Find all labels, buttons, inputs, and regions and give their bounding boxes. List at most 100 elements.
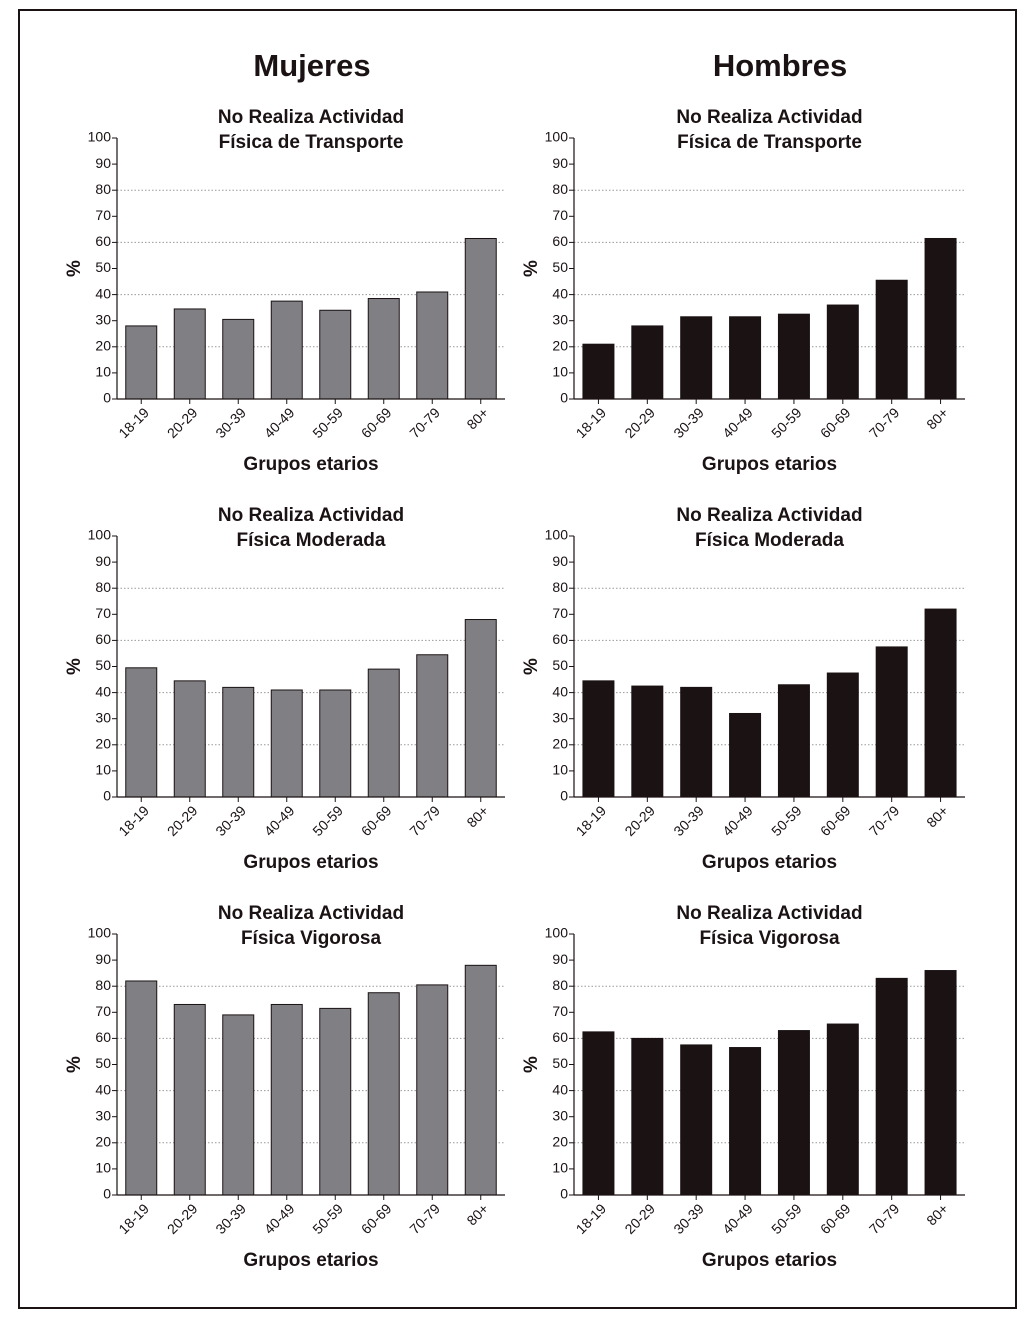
x-tick-label: 80+ xyxy=(923,1200,951,1228)
x-tick-label: 80+ xyxy=(923,802,951,830)
y-tick-label: 70 xyxy=(552,207,568,223)
bar xyxy=(924,970,957,1196)
y-tick-label: 80 xyxy=(552,181,568,197)
y-tick-label: 10 xyxy=(552,364,568,380)
bar xyxy=(729,316,762,400)
x-tick-label: 70-79 xyxy=(866,404,903,441)
y-tick-label: 20 xyxy=(95,338,111,354)
x-tick-label: 70-79 xyxy=(406,404,443,441)
bar xyxy=(777,313,810,400)
x-tick-label: 30-39 xyxy=(670,802,707,839)
bar xyxy=(924,237,957,400)
y-axis-label: % xyxy=(521,1056,542,1073)
bar xyxy=(222,1014,255,1196)
bar xyxy=(826,304,859,400)
chart-title: No Realiza Actividad xyxy=(218,505,404,526)
x-tick-label: 50-59 xyxy=(309,1200,346,1237)
bar xyxy=(464,964,497,1196)
x-tick-label: 70-79 xyxy=(866,802,903,839)
bar xyxy=(680,686,713,798)
bar xyxy=(222,686,255,798)
x-tick-label: 20-29 xyxy=(164,1200,201,1237)
x-tick-label: 50-59 xyxy=(768,1200,805,1237)
y-tick-label: 50 xyxy=(552,1055,568,1071)
x-tick-label: 60-69 xyxy=(358,404,395,441)
chart-title: Física Vigorosa xyxy=(699,928,840,949)
y-tick-label: 20 xyxy=(95,736,111,752)
bar xyxy=(319,689,352,798)
y-tick-label: 50 xyxy=(95,259,111,275)
y-tick-label: 60 xyxy=(552,631,568,647)
y-tick-label: 100 xyxy=(545,527,569,543)
bar xyxy=(464,237,497,400)
x-tick-label: 30-39 xyxy=(670,404,707,441)
y-tick-label: 40 xyxy=(552,1081,568,1097)
x-tick-label: 70-79 xyxy=(866,1200,903,1237)
chart-title: Física Moderada xyxy=(695,530,844,551)
bar xyxy=(173,680,206,798)
x-axis-label: Grupos etarios xyxy=(702,454,837,475)
y-tick-label: 30 xyxy=(95,1107,111,1123)
bar xyxy=(173,1003,206,1196)
x-tick-label: 30-39 xyxy=(212,404,249,441)
x-tick-label: 40-49 xyxy=(719,1200,756,1237)
chart-title: Física Vigorosa xyxy=(241,928,382,949)
bar xyxy=(367,992,400,1196)
y-tick-label: 10 xyxy=(552,1160,568,1176)
x-tick-label: 40-49 xyxy=(719,404,756,441)
y-tick-label: 0 xyxy=(103,1186,111,1202)
x-tick-label: 20-29 xyxy=(164,404,201,441)
y-tick-label: 50 xyxy=(95,1055,111,1071)
y-tick-label: 30 xyxy=(552,709,568,725)
y-tick-label: 60 xyxy=(552,1029,568,1045)
bar xyxy=(826,1023,859,1196)
y-tick-label: 60 xyxy=(552,233,568,249)
chart-title: No Realiza Actividad xyxy=(676,107,862,128)
y-tick-label: 100 xyxy=(88,129,112,145)
y-tick-label: 40 xyxy=(95,285,111,301)
bar xyxy=(729,712,762,798)
bar xyxy=(367,668,400,798)
y-tick-label: 60 xyxy=(95,631,111,647)
bar xyxy=(631,685,664,798)
y-tick-label: 10 xyxy=(95,762,111,778)
chart-title: Física Moderada xyxy=(237,530,386,551)
y-tick-label: 50 xyxy=(552,657,568,673)
y-axis-label: % xyxy=(64,658,85,675)
y-axis-label: % xyxy=(521,658,542,675)
bar xyxy=(582,1031,615,1196)
x-tick-label: 70-79 xyxy=(406,1200,443,1237)
x-tick-label: 60-69 xyxy=(817,802,854,839)
x-tick-label: 40-49 xyxy=(261,1200,298,1237)
x-tick-label: 50-59 xyxy=(309,404,346,441)
bar xyxy=(777,1030,810,1196)
column-title: Mujeres xyxy=(253,48,370,83)
x-tick-label: 20-29 xyxy=(164,802,201,839)
y-tick-label: 80 xyxy=(95,977,111,993)
bar xyxy=(125,980,158,1196)
y-tick-label: 80 xyxy=(552,977,568,993)
x-tick-label: 20-29 xyxy=(621,1200,658,1237)
y-tick-label: 90 xyxy=(552,155,568,171)
bar xyxy=(173,308,206,400)
y-tick-label: 60 xyxy=(95,1029,111,1045)
x-tick-label: 40-49 xyxy=(261,802,298,839)
x-tick-label: 18-19 xyxy=(115,802,152,839)
y-tick-label: 0 xyxy=(103,788,111,804)
chart-title: Física de Transporte xyxy=(219,132,404,153)
x-tick-label: 20-29 xyxy=(621,404,658,441)
y-tick-label: 60 xyxy=(95,233,111,249)
x-tick-label: 20-29 xyxy=(621,802,658,839)
bar xyxy=(582,680,615,798)
y-axis-label: % xyxy=(521,260,542,277)
bar xyxy=(826,672,859,798)
bar xyxy=(222,318,255,400)
y-tick-label: 70 xyxy=(95,1003,111,1019)
y-tick-label: 10 xyxy=(95,1160,111,1176)
bar xyxy=(270,1003,303,1196)
x-tick-label: 80+ xyxy=(463,404,491,432)
x-tick-label: 50-59 xyxy=(768,802,805,839)
x-axis-label: Grupos etarios xyxy=(243,852,378,873)
y-tick-label: 40 xyxy=(552,683,568,699)
x-tick-label: 40-49 xyxy=(261,404,298,441)
